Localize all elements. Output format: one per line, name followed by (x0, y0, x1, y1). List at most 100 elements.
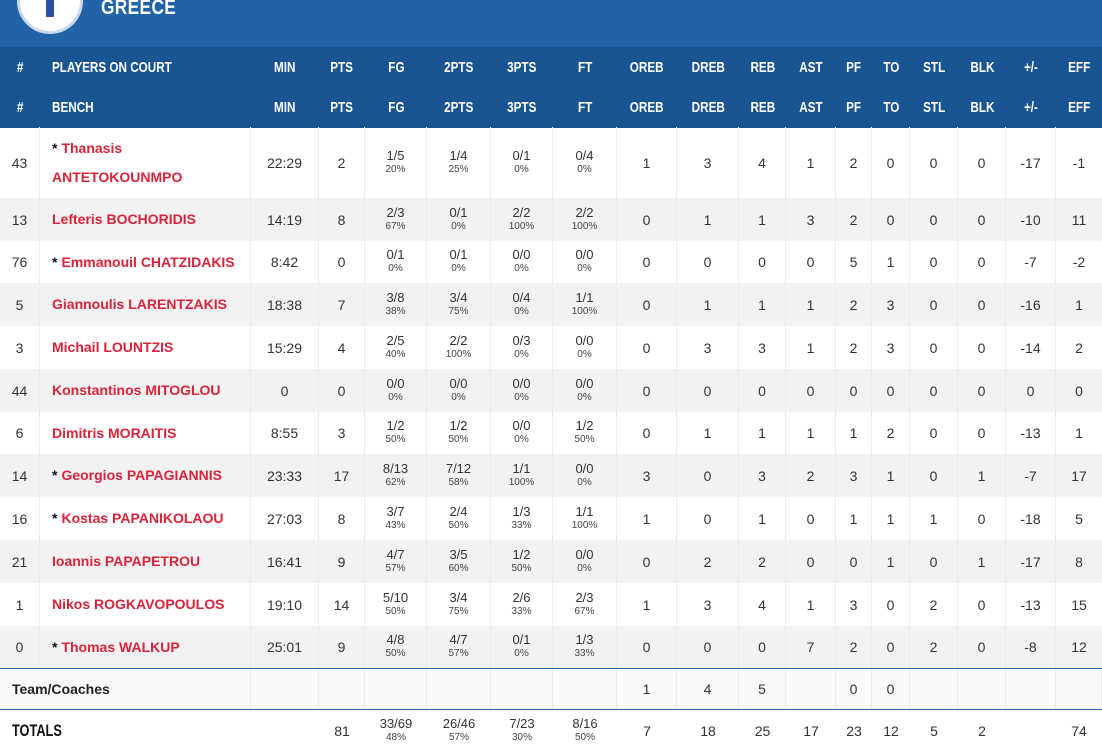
stat-fg: 2/5 40% (365, 326, 427, 369)
header-label: TO (882, 58, 900, 76)
stat-ft: 1/1 100% (553, 497, 617, 540)
team-stat-p2 (427, 669, 491, 709)
stat-p2-made-attempted: 3/4 (449, 289, 468, 305)
player-name-link[interactable]: * Georgios PAPAGIANNIS (52, 461, 222, 490)
stat-p3: 0/1 0% (491, 626, 553, 668)
stat-p2-made-attempted: 7/12 (445, 460, 472, 476)
player-name-cell: Michail LOUNTZIS (40, 326, 251, 369)
player-name-link[interactable]: * Kostas PAPANIKOLAOU (52, 504, 224, 533)
stat-eff: 8 (1075, 553, 1083, 570)
header-label: 2PTS (444, 58, 474, 76)
stat-ast: 1 (786, 283, 836, 326)
stat-fg-percentage: 40% (385, 348, 406, 360)
stat-p2: 1/2 50% (427, 412, 491, 454)
stat-to: 0 (872, 583, 910, 626)
stat-pf: 2 (836, 127, 872, 198)
header-oreb: OREB (617, 47, 677, 87)
player-name-link[interactable]: Giannoulis LARENTZAKIS (52, 290, 227, 319)
player-name-link[interactable]: Nikos ROGKAVOPOULOS (52, 590, 224, 619)
player-name-cell: Giannoulis LARENTZAKIS (40, 283, 251, 326)
player-name-link[interactable]: Michail LOUNTZIS (52, 333, 173, 362)
header-label: REB (750, 58, 775, 76)
stat-reb: 2 (739, 540, 786, 583)
stat-pf: 1 (836, 412, 872, 454)
team-name: GREECE (101, 0, 177, 19)
player-name-link[interactable]: * Thomas WALKUP (52, 633, 180, 662)
stat-ft-percentage: 0% (577, 391, 592, 403)
header-p2: 2PTS (427, 47, 491, 87)
stat-oreb: 0 (617, 540, 677, 583)
player-first-name: Georgios (61, 467, 123, 483)
player-name-link[interactable]: Konstantinos MITOGLOU (52, 376, 221, 405)
stat-fg-percentage: 20% (385, 163, 406, 175)
player-first-name: Emmanouil (61, 253, 137, 270)
stat-eff: 15 (1071, 596, 1087, 613)
total-p3-made-attempted: 7/23 (509, 716, 535, 731)
stat-reb: 3 (739, 454, 786, 497)
stat-p2-made-attempted: 0/1 (449, 204, 468, 220)
jersey-number: 5 (0, 283, 40, 326)
stat-min: 18:38 (251, 283, 319, 326)
stat-stl: 0 (910, 540, 958, 583)
stat-pf: 2 (836, 198, 872, 241)
player-name-link[interactable]: * Emmanouil CHATZIDAKIS (52, 248, 235, 277)
player-last-name: WALKUP (119, 638, 180, 655)
stat-p2: 4/7 57% (427, 626, 491, 668)
stat-pts: 0 (319, 241, 365, 283)
player-name-link[interactable]: Lefteris BOCHORIDIS (52, 205, 196, 234)
stat-reb: 0 (739, 626, 786, 668)
stat-ft-percentage: 50% (574, 434, 595, 445)
stat-min: 22:29 (251, 127, 319, 198)
header-name: BENCH (40, 87, 251, 127)
stat-fg-percentage: 57% (385, 562, 406, 574)
stat-pf: 3 (836, 583, 872, 626)
total-fg-made-attempted: 33/69 (379, 716, 413, 731)
stat-p3-percentage: 0% (514, 391, 529, 403)
stat-p2-percentage: 75% (448, 305, 469, 317)
jersey-number: 0 (0, 626, 40, 668)
header-p2: 2PTS (427, 87, 491, 127)
player-name-link[interactable]: Dimitris MORAITIS (52, 419, 176, 448)
header-label: FT (577, 58, 593, 76)
stat-ft: 2/2 100% (553, 198, 617, 241)
team-stat-dreb: 4 (677, 669, 739, 709)
stat-eff: 1 (1075, 425, 1083, 441)
stat-min: 25:01 (251, 626, 319, 668)
player-first-name: Konstantinos (52, 382, 142, 398)
stat-pf: 2 (836, 283, 872, 326)
team-stat-pts (319, 669, 365, 709)
total-p3-percentage: 30% (511, 732, 532, 743)
player-first-name: Thanasis (61, 139, 123, 156)
stat-reb: 1 (739, 198, 786, 241)
stat-ft: 0/0 0% (553, 454, 617, 497)
stat-fg-made-attempted: 4/8 (386, 632, 405, 647)
header-label: 2PTS (444, 98, 474, 116)
player-row: 3 Michail LOUNTZIS 15:29 4 2/5 40% 2/2 100% 0/3 0… (0, 326, 1102, 369)
player-name-link[interactable]: Ioannis PAPAPETROU (52, 547, 200, 576)
stat-reb: 4 (739, 583, 786, 626)
stat-fg: 4/7 57% (365, 540, 427, 583)
table-header (0, 47, 1102, 128)
stat-ft: 1/2 50% (553, 412, 617, 454)
total-p2-percentage: 57% (448, 732, 469, 743)
player-row: 5 Giannoulis LARENTZAKIS 18:38 7 3/8 38% 3/4 75… (0, 283, 1102, 326)
stat-blk: 0 (958, 241, 1006, 283)
player-name-link[interactable]: * Thanasis ANTETOKOUNMPO (52, 134, 182, 192)
player-name-cell: * Kostas PAPANIKOLAOU (40, 497, 251, 540)
header-label: EFF (1067, 58, 1091, 76)
player-last-name: PAPAGIANNIS (126, 467, 222, 483)
stat-eff: 2 (1075, 339, 1083, 356)
stat-fg-made-attempted: 0/0 (386, 375, 405, 391)
stat-p2-made-attempted: 1/2 (449, 418, 468, 433)
stat-p2-percentage: 100% (445, 348, 472, 360)
stat-p2-made-attempted: 2/4 (449, 503, 468, 519)
stat-stl: 0 (910, 127, 958, 198)
stat-p3-made-attempted: 1/3 (512, 503, 531, 519)
header-p3: 3PTS (491, 87, 553, 127)
stat-pm: -8 (1006, 626, 1056, 668)
starter-star-marker: * (52, 139, 58, 156)
stat-p3-made-attempted: 0/1 (512, 147, 531, 163)
stat-dreb: 1 (677, 283, 739, 326)
total-to: 12 (883, 723, 899, 739)
header-label: EFF (1067, 98, 1091, 116)
